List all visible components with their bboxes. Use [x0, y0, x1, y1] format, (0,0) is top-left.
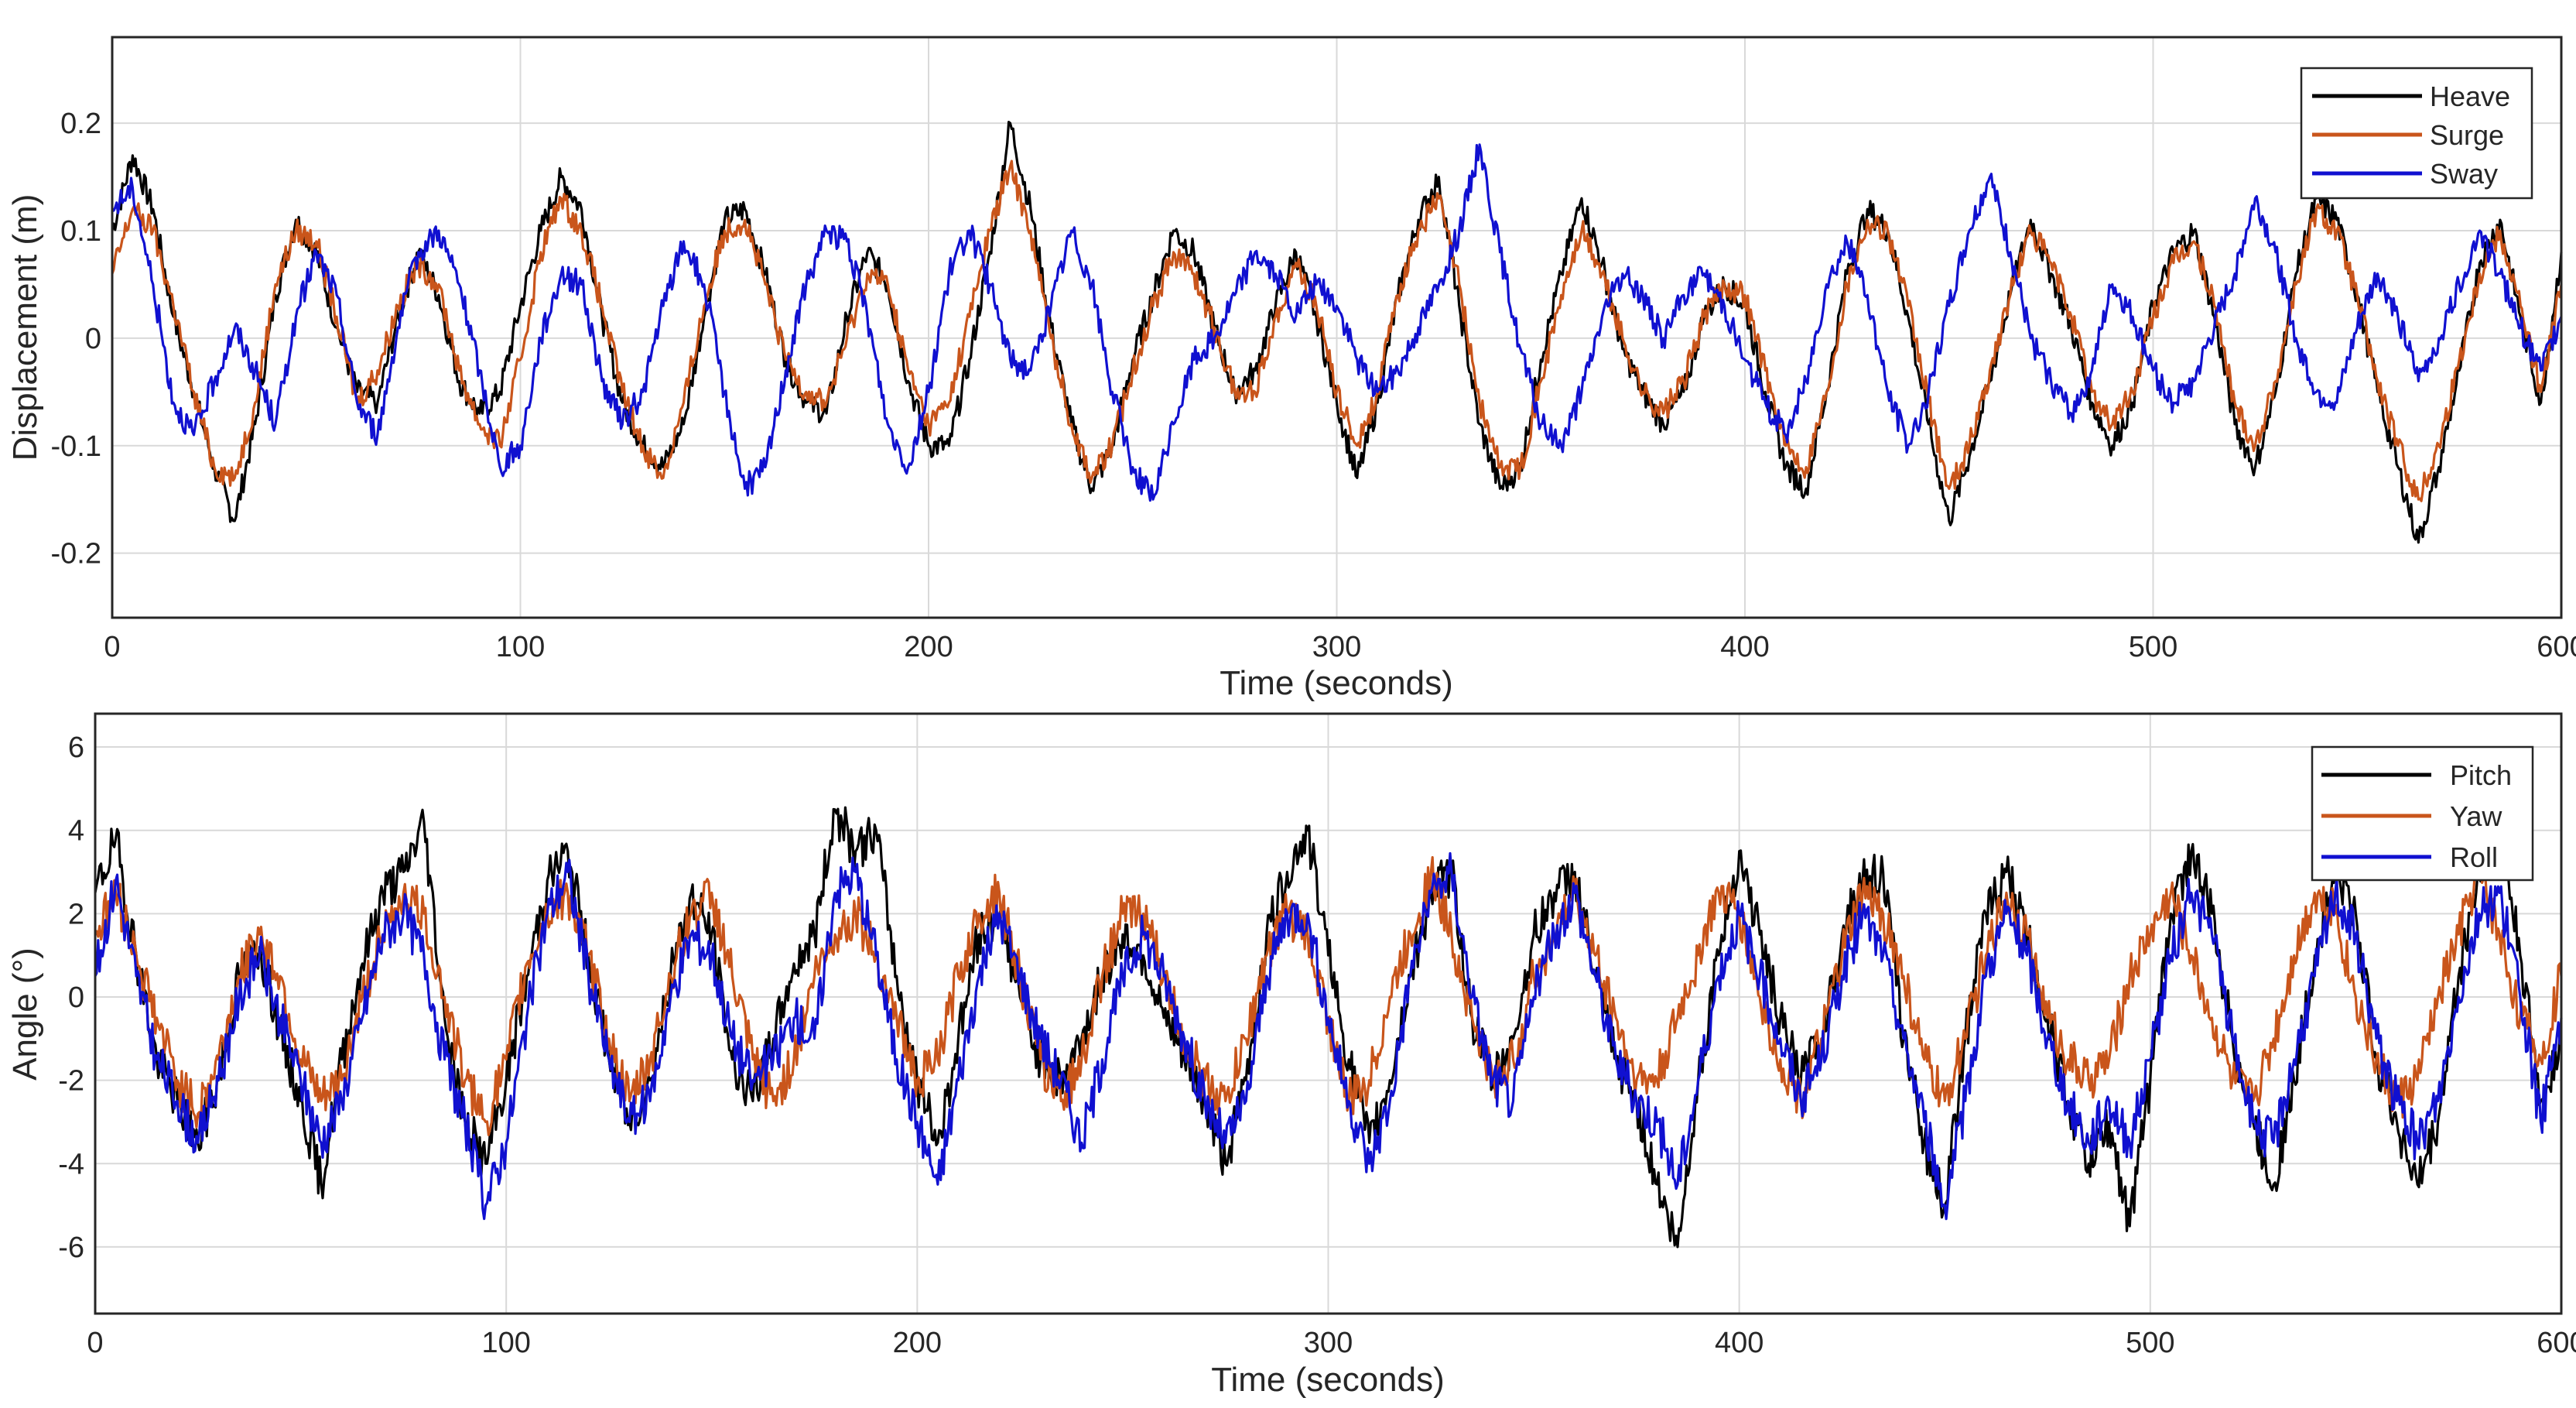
x-tick-label: 400	[1720, 631, 1769, 663]
legend-label-sway: Sway	[2430, 158, 2498, 190]
y-tick-label: 0	[85, 323, 101, 355]
y-tick-label: 4	[68, 815, 84, 848]
tick-labels: 0 100 200 300 400 500 600 -0.2 -0.1 0 0.1 0.2	[51, 108, 2576, 663]
series-line-sway	[111, 143, 2563, 502]
series-line-roll	[94, 851, 2563, 1221]
x-tick-label: 100	[496, 631, 545, 663]
x-tick-label: 100	[481, 1327, 530, 1359]
legend-label-roll: Roll	[2450, 841, 2498, 873]
y-axis-title: Angle (°)	[6, 947, 44, 1081]
x-tick-label: 0	[87, 1327, 103, 1359]
legend: Heave Surge Sway	[2300, 67, 2533, 200]
y-tick-label: 6	[68, 731, 84, 764]
x-axis-title: Time (seconds)	[1211, 1361, 1445, 1399]
y-tick-label: 2	[68, 898, 84, 930]
legend-label-surge: Surge	[2430, 119, 2504, 151]
plot-frame	[94, 712, 2563, 1315]
legend-label-heave: Heave	[2430, 81, 2510, 112]
plot-frame	[111, 36, 2563, 619]
y-tick-label: -4	[58, 1148, 84, 1180]
y-tick-label: -0.2	[51, 538, 101, 570]
series-layer	[111, 121, 2563, 544]
y-tick-label: 0.1	[60, 215, 101, 248]
x-tick-label: 0	[104, 631, 120, 663]
x-tick-label: 400	[1715, 1327, 1764, 1359]
angle-chart: 0 100 200 300 400 500 600 -6 -4 -2 0 2 4 6 Time (seco…	[6, 712, 2576, 1399]
x-tick-label: 300	[1312, 631, 1361, 663]
x-tick-label: 200	[904, 631, 953, 663]
series-layer	[94, 806, 2563, 1249]
x-tick-label: 200	[893, 1327, 942, 1359]
legend: Pitch Yaw Roll	[2311, 745, 2534, 882]
series-line-pitch	[94, 806, 2563, 1249]
displacement-chart: 0 100 200 300 400 500 600 -0.2 -0.1 0 0.1 0.2 Time …	[6, 36, 2576, 702]
x-axis-title: Time (seconds)	[1220, 664, 1453, 702]
legend-label-pitch: Pitch	[2450, 759, 2512, 791]
y-tick-label: 0	[68, 981, 84, 1014]
y-axis-title: Displacement (m)	[6, 194, 44, 461]
tick-labels: 0 100 200 300 400 500 600 -6 -4 -2 0 2 4 6	[58, 731, 2576, 1359]
y-tick-label: -2	[58, 1065, 84, 1098]
x-tick-label: 500	[2126, 1327, 2174, 1359]
x-tick-label: 300	[1304, 1327, 1353, 1359]
y-tick-label: -6	[58, 1232, 84, 1264]
legend-label-yaw: Yaw	[2450, 800, 2502, 832]
y-tick-label: 0.2	[60, 108, 101, 140]
x-tick-label: 600	[2537, 631, 2576, 663]
x-tick-label: 500	[2129, 631, 2177, 663]
grid	[94, 714, 2562, 1314]
y-tick-label: -0.1	[51, 430, 101, 463]
x-tick-label: 600	[2537, 1327, 2576, 1359]
series-line-surge	[111, 159, 2563, 502]
